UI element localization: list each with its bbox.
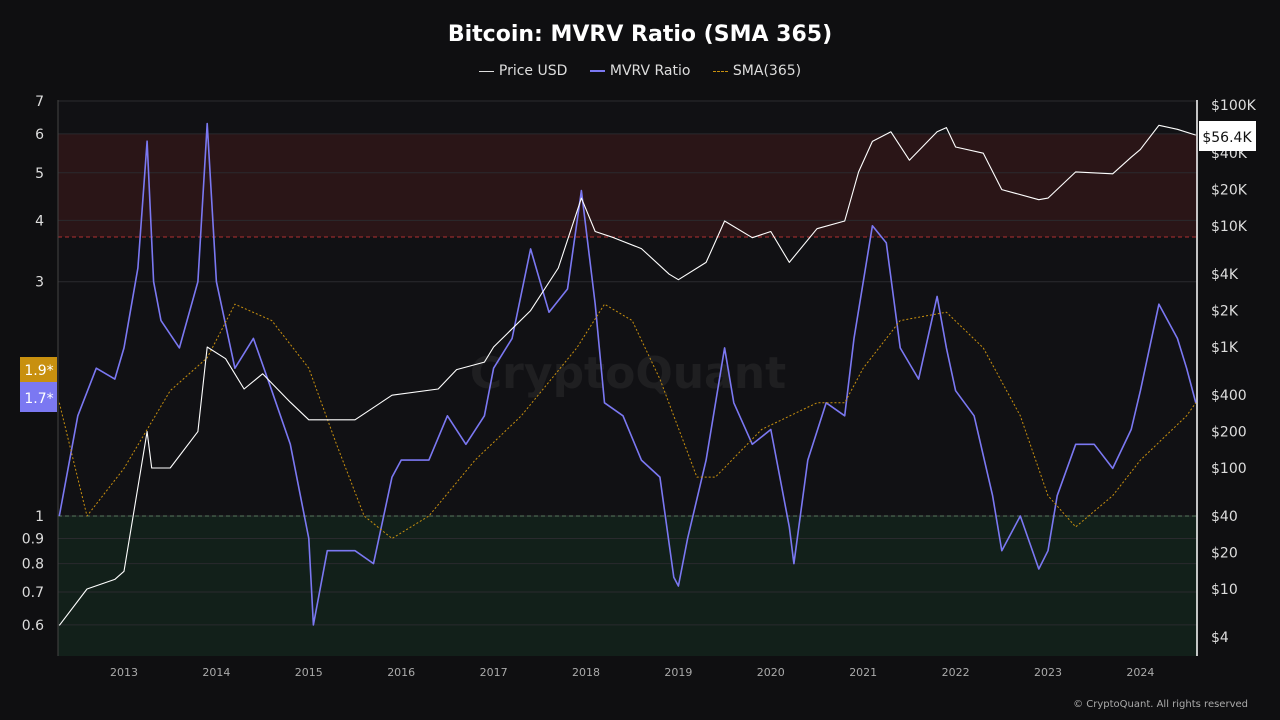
mvrv-current-label: 1.7* bbox=[24, 391, 53, 407]
left-tick-label: 6 bbox=[35, 127, 44, 143]
left-tick-label: 0.7 bbox=[22, 585, 44, 601]
right-tick-label: $20K bbox=[1211, 183, 1248, 199]
x-tick-label: 2022 bbox=[942, 666, 970, 679]
mvrv-current-badge bbox=[20, 382, 57, 412]
mvrv-line bbox=[58, 122, 1197, 626]
copyright-footer: © CryptoQuant. All rights reserved bbox=[1073, 699, 1248, 710]
left-tick-label: 7 bbox=[35, 94, 44, 110]
right-tick-label: $10 bbox=[1211, 582, 1238, 598]
left-tick-label: 0.9 bbox=[22, 531, 44, 547]
lower-zone bbox=[58, 516, 1197, 656]
upper-zone bbox=[58, 133, 1197, 238]
right-tick-label: $4K bbox=[1211, 267, 1239, 283]
sma-current-badge bbox=[20, 357, 57, 382]
right-tick-label: $40 bbox=[1211, 509, 1238, 525]
x-tick-label: 2020 bbox=[757, 666, 785, 679]
chart-title: Bitcoin: MVRV Ratio (SMA 365) bbox=[447, 22, 833, 47]
x-tick-label: 2014 bbox=[202, 666, 230, 679]
x-tick-label: 2021 bbox=[849, 666, 877, 679]
right-tick-label: $200 bbox=[1211, 425, 1247, 441]
x-tick-label: 2023 bbox=[1034, 666, 1062, 679]
right-tick-label: $100K bbox=[1211, 98, 1257, 114]
price-current-label: $56.4K bbox=[1202, 130, 1252, 146]
left-tick-label: 4 bbox=[35, 213, 44, 229]
price-current-badge bbox=[1199, 121, 1256, 151]
left-tick-label: 5 bbox=[35, 166, 44, 182]
x-tick-label: 2017 bbox=[480, 666, 508, 679]
right-tick-label: $10K bbox=[1211, 219, 1248, 235]
x-tick-label: 2016 bbox=[387, 666, 415, 679]
x-tick-label: 2015 bbox=[295, 666, 323, 679]
legend-label: SMA(365) bbox=[732, 63, 802, 79]
x-tick-label: 2013 bbox=[110, 666, 138, 679]
sma-current-label: 1.9* bbox=[24, 363, 53, 379]
legend-label: Price USD bbox=[498, 63, 568, 79]
right-tick-label: $100 bbox=[1211, 461, 1247, 477]
right-tick-label: $400 bbox=[1211, 388, 1247, 404]
legend: Price USD MVRV Ratio SMA(365) bbox=[0, 63, 1280, 79]
right-tick-label: $4 bbox=[1211, 630, 1229, 646]
right-tick-label: $1K bbox=[1211, 340, 1239, 356]
x-tick-label: 2024 bbox=[1126, 666, 1154, 679]
x-tick-label: 2018 bbox=[572, 666, 600, 679]
left-tick-label: 0.8 bbox=[22, 557, 44, 573]
left-tick-label: 3 bbox=[35, 275, 44, 291]
watermark-logo: CryptoQuant bbox=[470, 348, 786, 399]
legend-item-sma[interactable]: SMA(365) bbox=[712, 63, 802, 79]
sma-line bbox=[58, 303, 1197, 539]
legend-label: MVRV Ratio bbox=[609, 63, 691, 79]
right-tick-label: $20 bbox=[1211, 546, 1238, 562]
left-tick-label: 1 bbox=[35, 509, 44, 525]
price-line bbox=[58, 124, 1196, 626]
x-tick-label: 2019 bbox=[664, 666, 692, 679]
legend-item-price[interactable]: Price USD bbox=[478, 63, 568, 79]
left-tick-label: 0.6 bbox=[22, 618, 44, 634]
right-tick-label: $2K bbox=[1211, 304, 1239, 320]
legend-item-mvrv[interactable]: MVRV Ratio bbox=[589, 63, 691, 79]
